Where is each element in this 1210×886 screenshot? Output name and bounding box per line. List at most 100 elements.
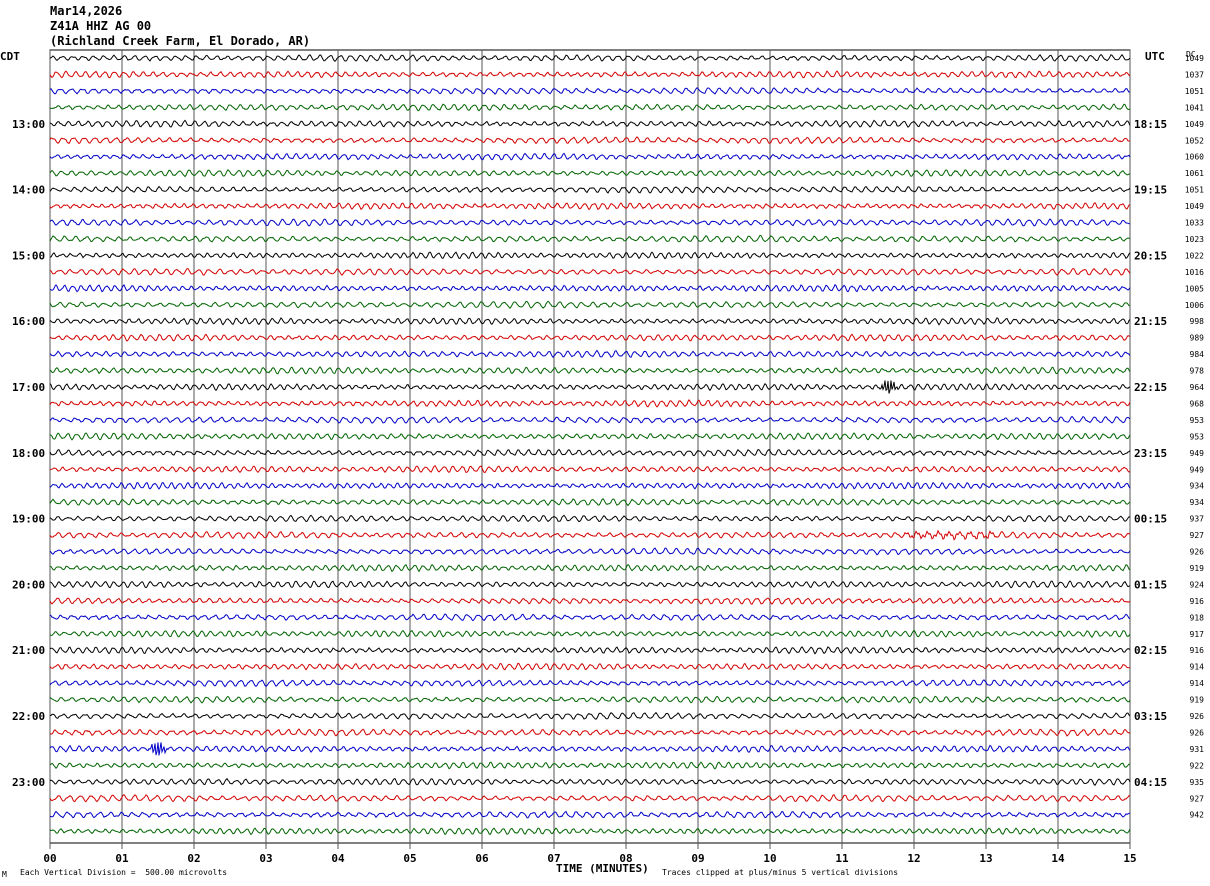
seismic-trace bbox=[49, 827, 1131, 836]
x-tick-label: 06 bbox=[475, 852, 489, 865]
cdt-hour-label: 17:00 bbox=[12, 381, 45, 394]
x-tick-label: 09 bbox=[691, 852, 704, 865]
dc-offset-label: 917 bbox=[1190, 630, 1205, 639]
cdt-hour-label: 16:00 bbox=[12, 315, 45, 328]
dc-offset-label: 1049 bbox=[1185, 202, 1204, 211]
cdt-hour-label: 19:00 bbox=[12, 513, 45, 526]
cdt-hour-label: 20:00 bbox=[12, 578, 45, 591]
dc-offset-label: 1005 bbox=[1185, 284, 1204, 293]
dc-offset-label: 949 bbox=[1190, 465, 1205, 474]
dc-offset-label: 914 bbox=[1190, 663, 1205, 672]
seismic-trace bbox=[49, 529, 1131, 541]
dc-offset-label: 964 bbox=[1190, 383, 1205, 392]
seismic-trace bbox=[49, 662, 1131, 671]
seismic-trace bbox=[49, 185, 1131, 194]
dc-offset-label: 1023 bbox=[1185, 235, 1204, 244]
seismic-trace bbox=[49, 53, 1131, 63]
seismic-trace bbox=[49, 810, 1131, 819]
utc-hour-label: 19:15 bbox=[1134, 184, 1167, 197]
plot-date: Mar14,2026 bbox=[50, 4, 123, 18]
dc-offset-label: 927 bbox=[1190, 531, 1205, 540]
seismic-trace bbox=[49, 742, 1131, 756]
dc-offset-label: 1049 bbox=[1185, 120, 1204, 129]
seismic-trace bbox=[49, 497, 1131, 507]
dc-offset-label: 953 bbox=[1190, 432, 1205, 441]
seismic-trace bbox=[49, 380, 1131, 394]
dc-offset-label: 949 bbox=[1190, 449, 1205, 458]
dc-offset-label: 978 bbox=[1190, 367, 1205, 376]
x-tick-label: 01 bbox=[115, 852, 129, 865]
scale-note: Each Vertical Division = 500.00 microvol… bbox=[20, 868, 228, 877]
seismic-trace bbox=[50, 251, 1131, 260]
dc-offset-label: 1060 bbox=[1185, 153, 1204, 162]
dc-offset-label: 1033 bbox=[1185, 219, 1204, 228]
seismic-trace bbox=[49, 283, 1131, 293]
utc-hour-label: 04:15 bbox=[1134, 776, 1167, 789]
seismic-trace bbox=[49, 70, 1131, 79]
dc-offset-label: 989 bbox=[1190, 334, 1205, 343]
seismic-trace bbox=[49, 267, 1131, 276]
dc-offset-label: 927 bbox=[1190, 794, 1205, 803]
seismic-trace bbox=[49, 349, 1131, 359]
dc-offset-label: 1061 bbox=[1185, 169, 1204, 178]
x-tick-label: 14 bbox=[1051, 852, 1065, 865]
seismic-trace bbox=[49, 563, 1131, 573]
dc-offset-label: 919 bbox=[1190, 696, 1205, 705]
utc-hour-label: 02:15 bbox=[1134, 644, 1167, 657]
x-tick-label: 10 bbox=[763, 852, 776, 865]
seismic-trace bbox=[49, 794, 1131, 803]
dc-offset-label: 931 bbox=[1190, 745, 1205, 754]
dc-offset-label: 968 bbox=[1190, 399, 1205, 408]
cdt-hour-label: 14:00 bbox=[12, 184, 45, 197]
x-tick-label: 08 bbox=[619, 852, 632, 865]
seismic-trace bbox=[49, 613, 1131, 622]
seismic-trace bbox=[49, 317, 1131, 326]
seismic-trace bbox=[49, 136, 1131, 145]
dc-offset-label: 953 bbox=[1190, 416, 1205, 425]
seismic-trace bbox=[49, 86, 1131, 95]
utc-hour-label: 23:15 bbox=[1134, 447, 1167, 460]
dc-offset-label: 1041 bbox=[1185, 103, 1204, 112]
cdt-hour-label: 22:00 bbox=[12, 710, 45, 723]
seismic-trace bbox=[49, 119, 1131, 128]
seismic-trace bbox=[49, 432, 1131, 441]
x-tick-label: 05 bbox=[403, 852, 416, 865]
dc-offset-label: 935 bbox=[1190, 778, 1205, 787]
dc-offset-label: 914 bbox=[1190, 679, 1205, 688]
seismic-trace bbox=[49, 202, 1131, 211]
utc-hour-label: 20:15 bbox=[1134, 249, 1167, 262]
seismic-trace bbox=[49, 464, 1131, 474]
seismic-trace bbox=[49, 481, 1131, 490]
dc-offset-label: 1006 bbox=[1185, 301, 1204, 310]
dc-offset-label: 1022 bbox=[1185, 251, 1204, 260]
utc-hour-label: 01:15 bbox=[1134, 578, 1167, 591]
x-tick-label: 11 bbox=[835, 852, 849, 865]
x-tick-label: 12 bbox=[907, 852, 920, 865]
dc-offset-label: 926 bbox=[1190, 548, 1205, 557]
dc-offset-label: 934 bbox=[1190, 482, 1205, 491]
cdt-hour-label: 13:00 bbox=[12, 118, 45, 131]
x-tick-label: 00 bbox=[43, 852, 56, 865]
seismic-trace bbox=[49, 218, 1131, 227]
dc-offset-label: 1037 bbox=[1185, 70, 1204, 79]
seismic-trace bbox=[49, 103, 1131, 112]
dc-offset-label: 916 bbox=[1190, 597, 1205, 606]
left-timezone-label: CDT bbox=[0, 50, 20, 63]
seismic-trace bbox=[49, 629, 1131, 639]
seismic-trace bbox=[49, 514, 1131, 523]
dc-offset-label: 1051 bbox=[1185, 87, 1204, 96]
seismic-trace bbox=[49, 679, 1131, 688]
station-code: Z41A HHZ AG 00 bbox=[50, 19, 152, 33]
seismic-trace bbox=[49, 761, 1131, 770]
seismic-trace bbox=[49, 152, 1131, 161]
clip-note: Traces clipped at plus/minus 5 vertical … bbox=[662, 868, 899, 877]
seismic-trace bbox=[49, 777, 1131, 786]
dc-offset-label: 924 bbox=[1190, 580, 1205, 589]
dc-offset-label: 922 bbox=[1190, 761, 1205, 770]
dc-column-label: DC bbox=[1186, 50, 1196, 59]
dc-offset-label: 984 bbox=[1190, 350, 1205, 359]
plot-frame bbox=[49, 49, 1131, 844]
seismic-trace bbox=[49, 399, 1131, 408]
x-tick-label: 03 bbox=[259, 852, 272, 865]
